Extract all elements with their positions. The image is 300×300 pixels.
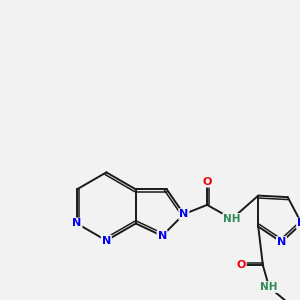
Text: N: N xyxy=(72,218,82,229)
Text: N: N xyxy=(297,218,300,229)
Text: NH: NH xyxy=(223,214,241,224)
Text: O: O xyxy=(236,260,246,270)
Text: NH: NH xyxy=(260,282,278,292)
Text: N: N xyxy=(158,231,167,241)
Text: N: N xyxy=(277,237,286,247)
Text: N: N xyxy=(179,209,188,219)
Text: N: N xyxy=(102,236,111,245)
Text: O: O xyxy=(202,177,212,187)
